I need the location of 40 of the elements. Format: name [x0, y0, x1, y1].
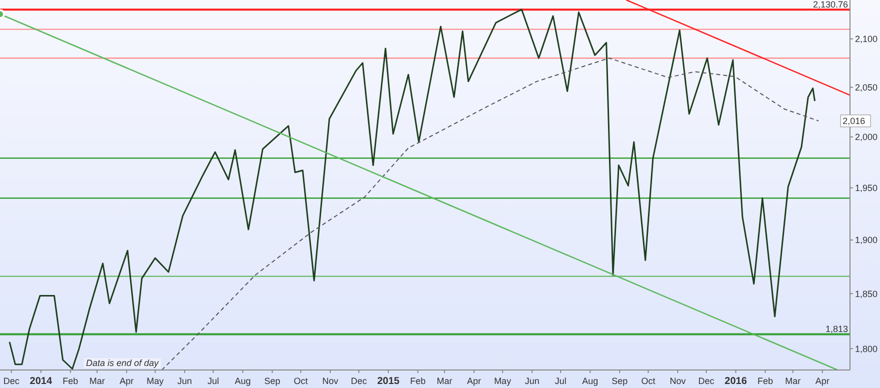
- x-tick-label: Oct: [294, 376, 308, 386]
- x-tick-label: Aug: [582, 376, 598, 386]
- y-tick-label: 2,100: [855, 34, 878, 44]
- x-tick-label: Sep: [612, 376, 628, 386]
- y-tick-label: 1,800: [855, 344, 878, 354]
- x-tick-label: May: [146, 376, 164, 386]
- ref-line-label: 1,813: [825, 324, 848, 334]
- x-tick-label: Mar: [89, 376, 105, 386]
- x-tick-label: Jun: [177, 376, 192, 386]
- x-tick-label: Jun: [524, 376, 540, 386]
- y-tick-label: 1,950: [855, 183, 878, 193]
- annotation: Data is end of day: [84, 358, 161, 368]
- x-tick-label: Apr: [467, 376, 482, 386]
- ref-line-label: 2,130.76: [812, 0, 848, 10]
- x-tick-label: Dec: [698, 376, 715, 386]
- y-tick-label: 2,000: [855, 132, 878, 142]
- x-tick-label: 2014: [30, 376, 52, 387]
- x-tick-label: Feb: [62, 376, 78, 386]
- x-tick-label: Sep: [264, 376, 280, 386]
- x-tick-label: May: [494, 376, 512, 386]
- x-tick-label: Jul: [207, 376, 219, 386]
- x-tick-label: Apr: [815, 376, 830, 386]
- y-tick-label: 1,850: [855, 288, 878, 299]
- x-tick-label: Dec: [3, 376, 20, 386]
- x-tick-label: Nov: [670, 376, 686, 386]
- annotation: 2,016: [842, 116, 866, 126]
- y-tick-label: 2,050: [855, 82, 878, 92]
- x-tick-label: Mar: [436, 376, 452, 386]
- x-tick-label: Apr: [120, 376, 134, 386]
- x-tick-label: 2015: [377, 376, 400, 387]
- x-tick-label: Nov: [322, 376, 339, 386]
- x-tick-label: Mar: [785, 376, 801, 386]
- x-tick-label: Oct: [641, 376, 656, 386]
- x-tick-label: Feb: [410, 376, 426, 386]
- x-tick-label: Dec: [350, 376, 368, 386]
- x-tick-label: 2016: [724, 376, 748, 387]
- y-tick-label: 1,900: [855, 235, 878, 246]
- x-tick-label: Aug: [234, 376, 251, 386]
- x-tick-label: Jul: [554, 376, 566, 386]
- x-tick-label: Feb: [758, 376, 774, 386]
